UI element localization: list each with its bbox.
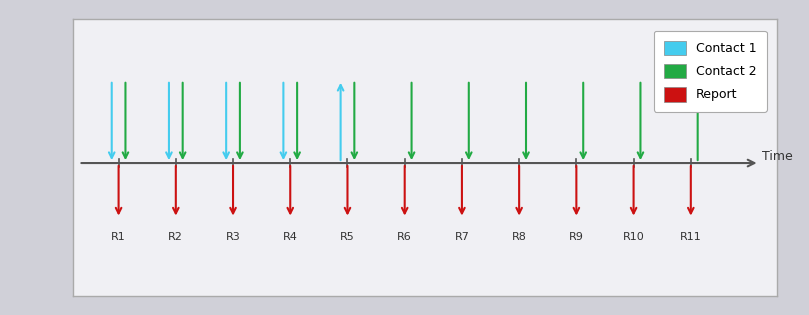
Text: Time: Time bbox=[762, 150, 793, 163]
Text: R5: R5 bbox=[340, 232, 355, 242]
Text: R8: R8 bbox=[512, 232, 527, 242]
Text: R4: R4 bbox=[283, 232, 298, 242]
Text: R7: R7 bbox=[455, 232, 469, 242]
Text: R3: R3 bbox=[226, 232, 240, 242]
Text: R2: R2 bbox=[168, 232, 184, 242]
Text: R9: R9 bbox=[569, 232, 584, 242]
Text: R11: R11 bbox=[680, 232, 701, 242]
Text: R6: R6 bbox=[397, 232, 412, 242]
Legend: Contact 1, Contact 2, Report: Contact 1, Contact 2, Report bbox=[654, 31, 767, 112]
Text: R1: R1 bbox=[111, 232, 126, 242]
Text: R10: R10 bbox=[623, 232, 645, 242]
